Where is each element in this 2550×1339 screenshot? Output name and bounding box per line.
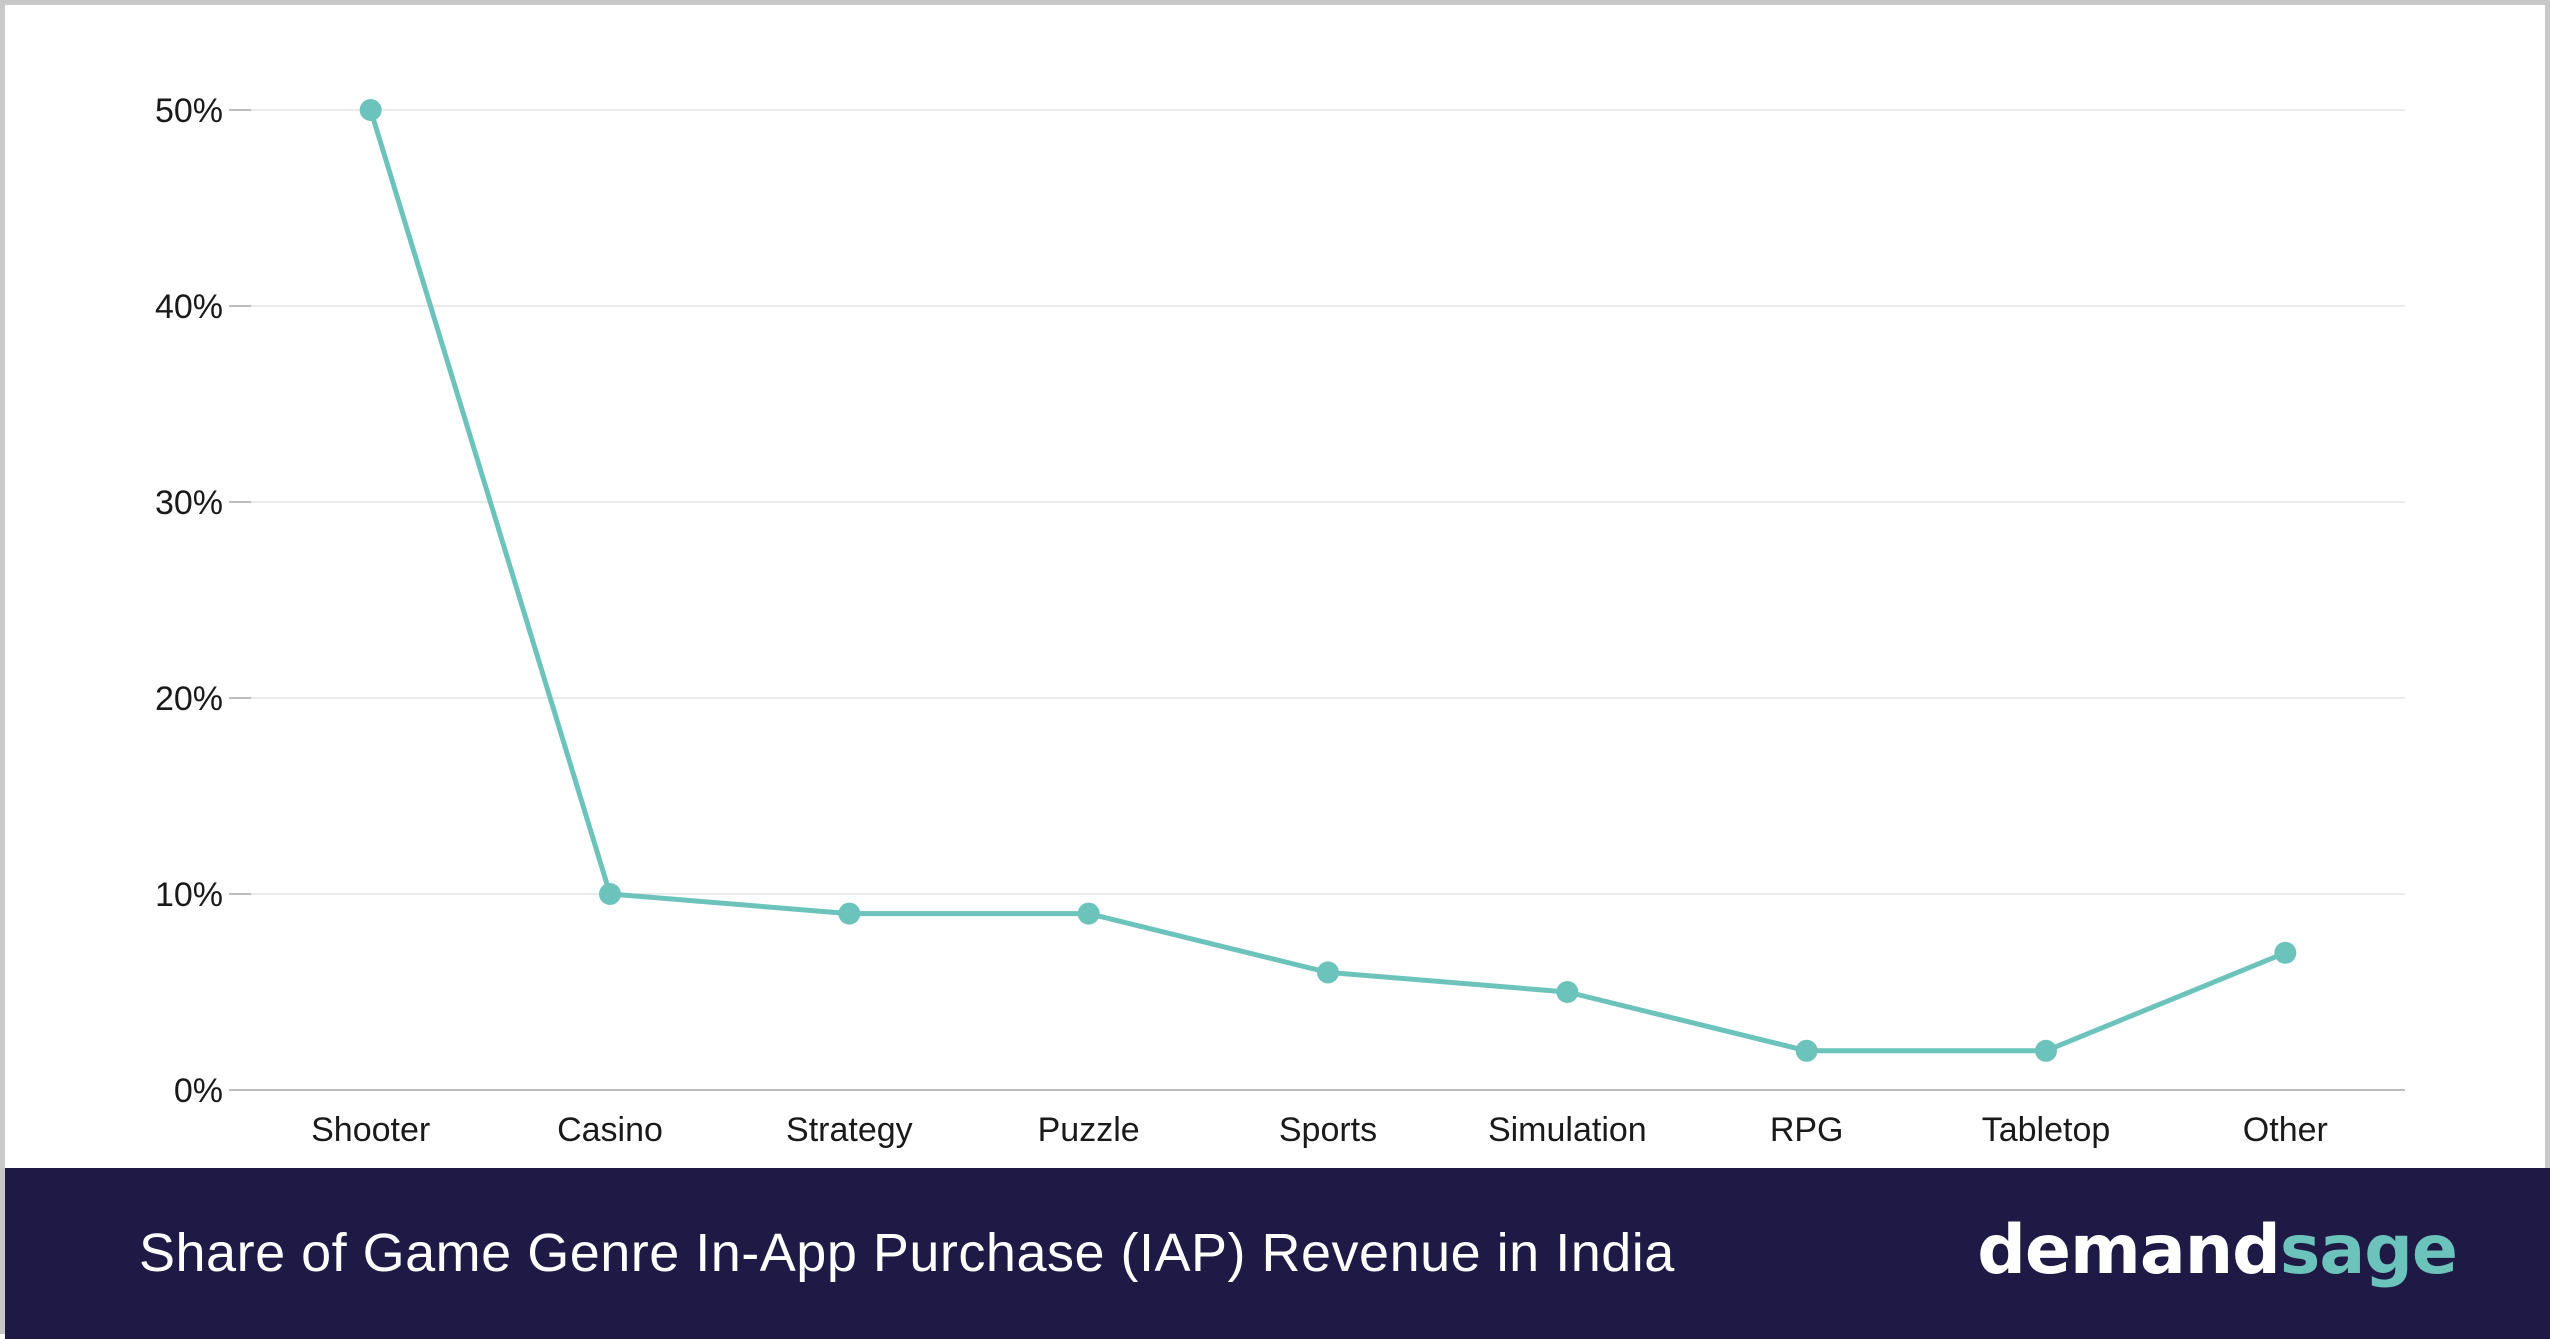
brand-logo-part1: demand	[1977, 1211, 2281, 1290]
chart-title: Share of Game Genre In-App Purchase (IAP…	[139, 1223, 1675, 1283]
data-point-rpg	[1795, 1039, 1818, 1062]
data-points	[359, 99, 2297, 1062]
footer-banner: Share of Game Genre In-App Purchase (IAP…	[5, 1168, 2550, 1339]
y-axis-ticks: 0% 10% 20% 30% 40% 50%	[155, 92, 251, 1110]
data-point-strategy	[838, 902, 861, 925]
y-tick-label: 40%	[155, 288, 223, 326]
brand-logo-part2: sage	[2279, 1211, 2458, 1290]
x-tick-label: RPG	[1770, 1111, 1844, 1149]
brand-logo: demandsage	[1977, 1168, 2458, 1339]
data-point-puzzle	[1077, 902, 1100, 925]
data-point-casino	[599, 883, 621, 905]
x-tick-label: Simulation	[1488, 1111, 1647, 1149]
data-point-sports	[1317, 961, 1339, 984]
x-axis-ticks: Shooter Casino Strategy Puzzle Sports Simulat…	[311, 1111, 2328, 1149]
y-tick-label: 50%	[155, 92, 223, 130]
y-tick-label: 10%	[155, 876, 223, 914]
x-tick-label: Puzzle	[1038, 1111, 1140, 1149]
y-tick-label: 0%	[174, 1072, 223, 1110]
x-tick-label: Other	[2243, 1111, 2328, 1149]
series-line-layer	[368, 107, 2288, 1054]
data-point-shooter	[359, 99, 382, 121]
data-point-other	[2274, 941, 2297, 964]
x-tick-label: Tabletop	[1982, 1111, 2111, 1149]
x-tick-label: Sports	[1279, 1111, 1377, 1149]
data-point-tabletop	[2035, 1039, 2057, 1062]
x-tick-label: Shooter	[311, 1111, 430, 1149]
line-chart: 0% 10% 20% 30% 40% 50% Shooter Casino Strategy P…	[155, 92, 2405, 1149]
data-point-simulation	[1556, 981, 1579, 1003]
y-tick-label: 30%	[155, 484, 223, 522]
y-tick-label: 20%	[155, 680, 223, 718]
gridlines	[251, 109, 2405, 1091]
series-line	[368, 107, 2288, 1054]
x-tick-label: Strategy	[786, 1111, 913, 1149]
x-tick-label: Casino	[557, 1111, 663, 1149]
